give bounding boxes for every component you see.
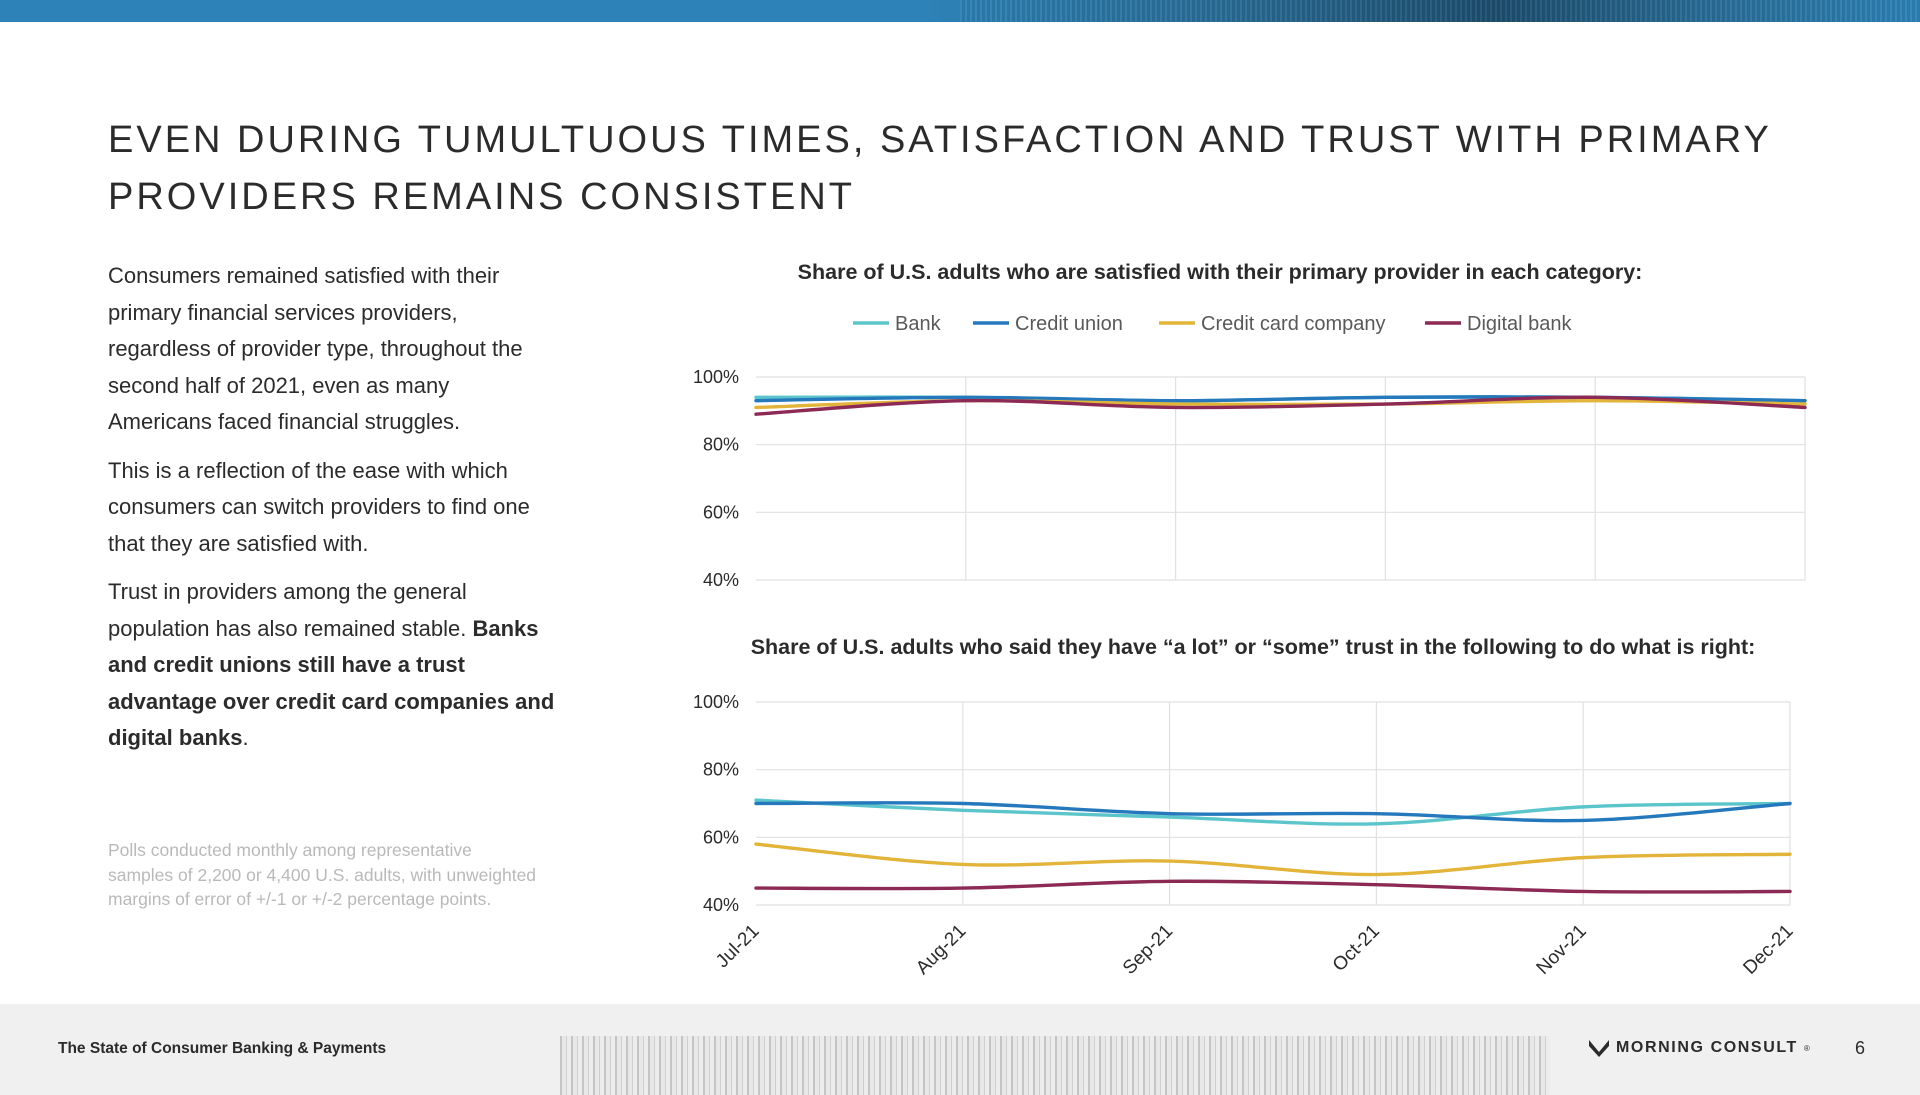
satisfaction-y-tick-label: 60% xyxy=(703,502,739,522)
report-title: The State of Consumer Banking & Payments xyxy=(58,1040,387,1057)
body-text: Consumers remained satisfied with their … xyxy=(108,258,558,769)
footer-texture xyxy=(560,1036,1550,1095)
trust-text: Trust in providers among the general pop… xyxy=(108,579,473,641)
trust-y-tick-label: 100% xyxy=(693,692,739,712)
x-tick-label: Dec-21 xyxy=(1739,921,1797,979)
satisfaction-chart-title: Share of U.S. adults who are satisfied w… xyxy=(798,260,1643,284)
trust-series-line-digital-bank xyxy=(754,879,1792,894)
x-tick-label: Sep-21 xyxy=(1119,921,1177,979)
paragraph-satisfaction: Consumers remained satisfied with their … xyxy=(108,263,523,434)
legend-label-credit-union: Credit union xyxy=(1015,313,1123,335)
x-tick-label: Nov-21 xyxy=(1533,921,1591,979)
trust-series-line-bank xyxy=(754,798,1792,826)
x-tick-label: Oct-21 xyxy=(1329,921,1384,976)
legend-label-bank: Bank xyxy=(895,313,942,335)
satisfaction-y-tick-label: 40% xyxy=(703,570,739,590)
page-number: 6 xyxy=(1855,1038,1866,1058)
trust-end: . xyxy=(242,725,249,750)
x-tick-label: Jul-21 xyxy=(712,921,763,972)
morning-consult-logo-icon xyxy=(1589,1040,1609,1057)
trust-series-line-credit-union xyxy=(754,801,1792,823)
brand: MORNING CONSULT ® xyxy=(1588,1038,1810,1058)
footer xyxy=(0,1004,1920,1095)
trust-chart-title: Share of U.S. adults who said they have … xyxy=(751,635,1756,659)
legend-label-digital-bank: Digital bank xyxy=(1467,313,1573,335)
trust-y-tick-label: 80% xyxy=(703,760,739,780)
trust-bold-text: Banks and credit unions still have a tru… xyxy=(108,615,555,751)
satisfaction-y-tick-label: 100% xyxy=(693,367,739,387)
legend-label-credit-card-company: Credit card company xyxy=(1201,313,1386,335)
satisfaction-series-line-digital-bank xyxy=(754,395,1807,416)
brand-name: MORNING CONSULT xyxy=(1616,1039,1798,1056)
charts-area: Share of U.S. adults who are satisfied w… xyxy=(693,260,1807,979)
methodology-footnote: Polls conducted monthly among representa… xyxy=(108,840,537,909)
top-accent-bar xyxy=(0,0,1920,22)
page-title: EVEN DURING TUMULTUOUS TIMES, SATISFACTI… xyxy=(108,119,1772,218)
paragraph-switching: This is a reflection of the ease with wh… xyxy=(108,457,530,556)
trademark: ® xyxy=(1803,1043,1810,1053)
paragraph-trust: Trust in providers among the general pop… xyxy=(108,574,558,757)
x-tick-label: Aug-21 xyxy=(912,921,970,979)
satisfaction-y-tick-label: 80% xyxy=(703,435,739,455)
trust-y-tick-label: 40% xyxy=(703,895,739,915)
trust-y-tick-label: 60% xyxy=(703,827,739,847)
trust-series-line-credit-card-company xyxy=(754,842,1792,877)
top-bar-texture xyxy=(960,0,1920,22)
